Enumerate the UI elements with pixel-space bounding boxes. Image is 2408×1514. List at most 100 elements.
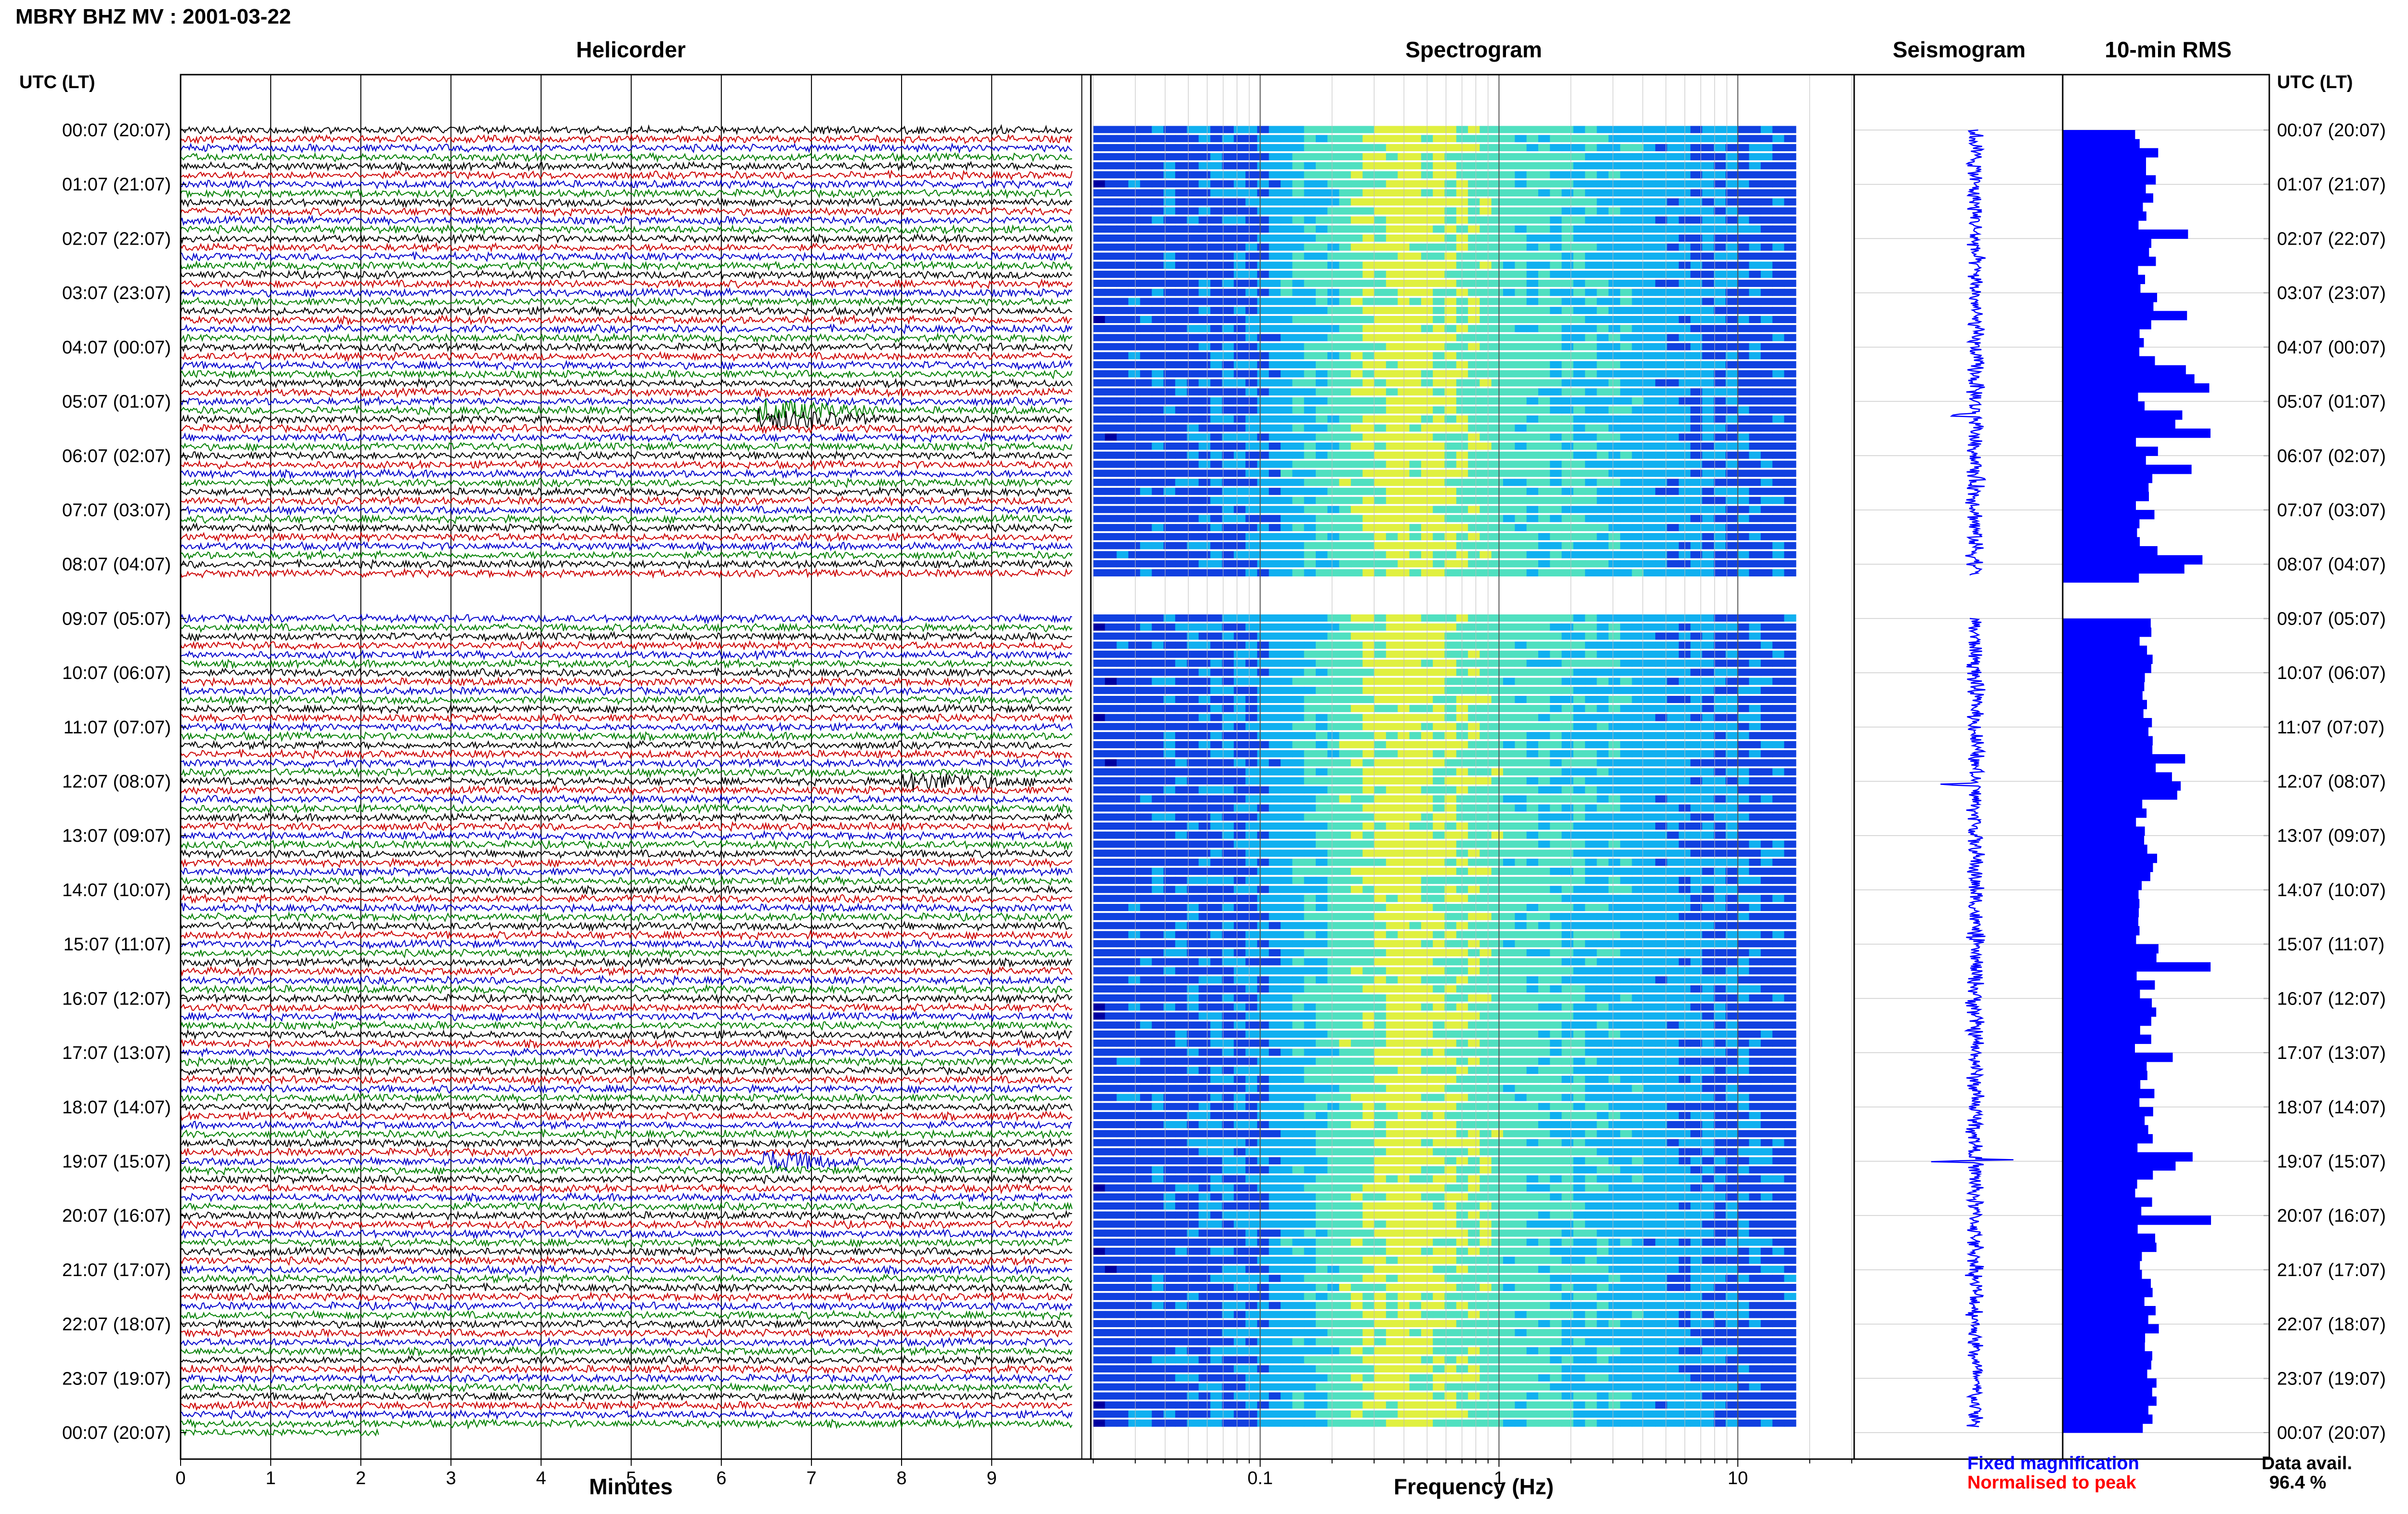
spectrogram-cell bbox=[1152, 796, 1164, 803]
spectrogram-cell bbox=[1538, 162, 1550, 170]
spectrogram-cell bbox=[1351, 560, 1363, 567]
spectrogram-cell bbox=[1479, 849, 1492, 857]
spectrogram-cell bbox=[1292, 714, 1304, 721]
spectrogram-cell bbox=[1269, 723, 1281, 730]
spectrogram-cell bbox=[1316, 443, 1328, 450]
spectrogram-cell bbox=[1374, 768, 1387, 775]
spectrogram-cell bbox=[1538, 416, 1550, 423]
spectrogram-cell bbox=[1257, 198, 1269, 206]
spectrogram-cell bbox=[1199, 225, 1211, 233]
spectrogram-cell bbox=[1456, 614, 1468, 622]
spectrogram-cell bbox=[1550, 506, 1562, 513]
spectrogram-cell bbox=[1644, 651, 1656, 658]
spectrogram-cell bbox=[1468, 506, 1480, 513]
spectrogram-cell bbox=[1468, 443, 1480, 450]
spectrogram-cell bbox=[1433, 452, 1445, 459]
spectrogram-cell bbox=[1667, 235, 1679, 242]
spectrogram-cell bbox=[1609, 298, 1621, 305]
spectrogram-cell bbox=[1140, 542, 1152, 549]
spectrogram-cell bbox=[1749, 153, 1761, 160]
spectrogram-cell bbox=[1199, 298, 1211, 305]
spectrogram-cell bbox=[1410, 524, 1422, 531]
spectrogram-cell bbox=[1327, 796, 1339, 803]
spectrogram-cell bbox=[1468, 614, 1480, 622]
spectrogram-cell bbox=[1292, 135, 1304, 142]
spectrogram-cell bbox=[1784, 126, 1796, 133]
spectrogram-cell bbox=[1550, 660, 1562, 667]
spectrogram-cell bbox=[1234, 741, 1246, 748]
spectrogram-cell bbox=[1761, 669, 1773, 676]
spectrogram-cell bbox=[1339, 542, 1351, 549]
spectrogram-cell bbox=[1339, 624, 1351, 631]
spectrogram-cell bbox=[1351, 180, 1363, 187]
spectrogram-cell bbox=[1667, 696, 1679, 703]
spectrogram-cell bbox=[1784, 560, 1796, 567]
spectrogram-cell bbox=[1527, 786, 1539, 794]
spectrogram-cell bbox=[1644, 533, 1656, 540]
spectrogram-cell bbox=[1105, 651, 1117, 658]
spectrogram-cell bbox=[1479, 334, 1492, 341]
spectrogram-cell bbox=[1784, 261, 1796, 269]
spectrogram-cell bbox=[1433, 813, 1445, 821]
spectrogram-cell bbox=[1597, 244, 1609, 251]
spectrogram-cell bbox=[1292, 397, 1304, 405]
spectrogram-cell bbox=[1479, 424, 1492, 431]
spectrogram-cell bbox=[1492, 678, 1504, 685]
spectrogram-cell bbox=[1761, 261, 1773, 269]
spectrogram-cell bbox=[1105, 822, 1117, 830]
spectrogram-cell bbox=[1245, 560, 1257, 567]
spectrogram-cell bbox=[1245, 126, 1257, 133]
spectrogram-cell bbox=[1222, 832, 1234, 839]
spectrogram-cell bbox=[1749, 660, 1761, 667]
spectrogram-cell bbox=[1784, 651, 1796, 658]
spectrogram-cell bbox=[1456, 370, 1468, 378]
spectrogram-cell bbox=[1175, 560, 1187, 567]
spectrogram-cell bbox=[1655, 352, 1667, 359]
spectrogram-cell bbox=[1468, 542, 1480, 549]
spectrogram-cell bbox=[1667, 343, 1679, 350]
spectrogram-cell bbox=[1140, 271, 1152, 278]
spectrogram-cell bbox=[1327, 804, 1339, 811]
spectrogram-cell bbox=[1714, 298, 1726, 305]
spectrogram-cell bbox=[1749, 488, 1761, 495]
spectrogram-cell bbox=[1784, 759, 1796, 767]
spectrogram-cell bbox=[1117, 433, 1129, 441]
spectrogram-cell bbox=[1093, 741, 1105, 748]
spectrogram-cell bbox=[1140, 443, 1152, 450]
spectrogram-cell bbox=[1234, 244, 1246, 251]
spectrogram-cell bbox=[1515, 334, 1527, 341]
helicorder-trace bbox=[181, 425, 1072, 433]
spectrogram-cell bbox=[1585, 551, 1597, 558]
spectrogram-cell bbox=[1105, 750, 1117, 757]
spectrogram-cell bbox=[1245, 533, 1257, 540]
spectrogram-cell bbox=[1468, 768, 1480, 775]
spectrogram-cell bbox=[1492, 813, 1504, 821]
spectrogram-cell bbox=[1152, 569, 1164, 576]
spectrogram-cell bbox=[1527, 388, 1539, 395]
spectrogram-cell bbox=[1562, 261, 1574, 269]
spectrogram-cell bbox=[1292, 849, 1304, 857]
spectrogram-cell bbox=[1199, 370, 1211, 378]
spectrogram-cell bbox=[1492, 180, 1504, 187]
spectrogram-cell bbox=[1573, 777, 1585, 784]
spectrogram-cell bbox=[1374, 759, 1387, 767]
spectrogram-cell bbox=[1222, 741, 1234, 748]
spectrogram-cell bbox=[1410, 307, 1422, 314]
spectrogram-cell bbox=[1445, 497, 1457, 504]
spectrogram-cell bbox=[1527, 370, 1539, 378]
helicorder-trace bbox=[181, 660, 1072, 668]
spectrogram-cell bbox=[1761, 633, 1773, 640]
spectrogram-cell bbox=[1749, 524, 1761, 531]
spectrogram-cell bbox=[1269, 515, 1281, 522]
spectrogram-cell bbox=[1152, 614, 1164, 622]
spectrogram-cell bbox=[1316, 832, 1328, 839]
spectrogram-cell bbox=[1433, 307, 1445, 314]
spectrogram-cell bbox=[1761, 741, 1773, 748]
helicorder-trace bbox=[181, 1420, 1072, 1428]
helicorder-trace bbox=[181, 850, 1072, 858]
spectrogram-cell bbox=[1445, 370, 1457, 378]
spectrogram-cell bbox=[1128, 379, 1140, 387]
spectrogram-cell bbox=[1445, 560, 1457, 567]
spectrogram-cell bbox=[1128, 235, 1140, 242]
spectrogram-cell bbox=[1597, 506, 1609, 513]
